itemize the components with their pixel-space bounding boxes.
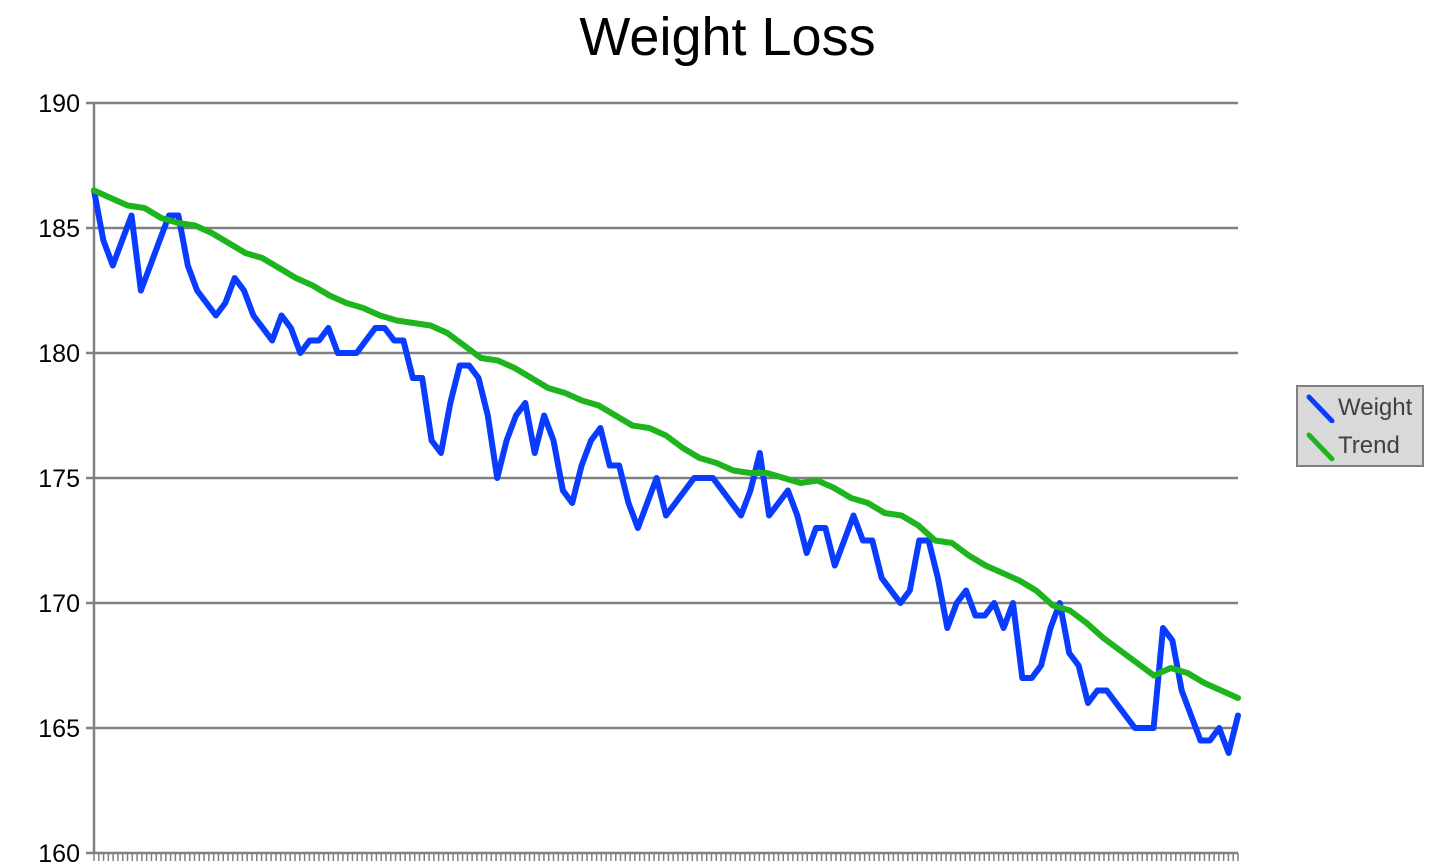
chart-title: Weight Loss	[579, 7, 876, 67]
y-tick-label-160: 160	[38, 840, 80, 864]
legend-label-trend: Trend	[1338, 432, 1400, 459]
legend: Weight Trend	[1296, 385, 1424, 467]
series-line-trend	[91, 187, 1241, 701]
y-tick-label-175: 175	[38, 465, 80, 493]
y-tick-label-165: 165	[38, 715, 80, 743]
legend-swatch-trend	[1306, 432, 1335, 461]
y-tick-label-190: 190	[38, 90, 80, 118]
legend-label-weight: Weight	[1338, 394, 1413, 421]
legend-item-trend: Trend	[1298, 427, 1424, 465]
legend-item-weight: Weight	[1298, 389, 1424, 427]
series-line-weight	[91, 187, 1241, 756]
y-tick-label-185: 185	[38, 215, 80, 243]
legend-swatch-weight	[1306, 394, 1335, 423]
y-tick-label-170: 170	[38, 590, 80, 618]
y-tick-label-180: 180	[38, 340, 80, 368]
